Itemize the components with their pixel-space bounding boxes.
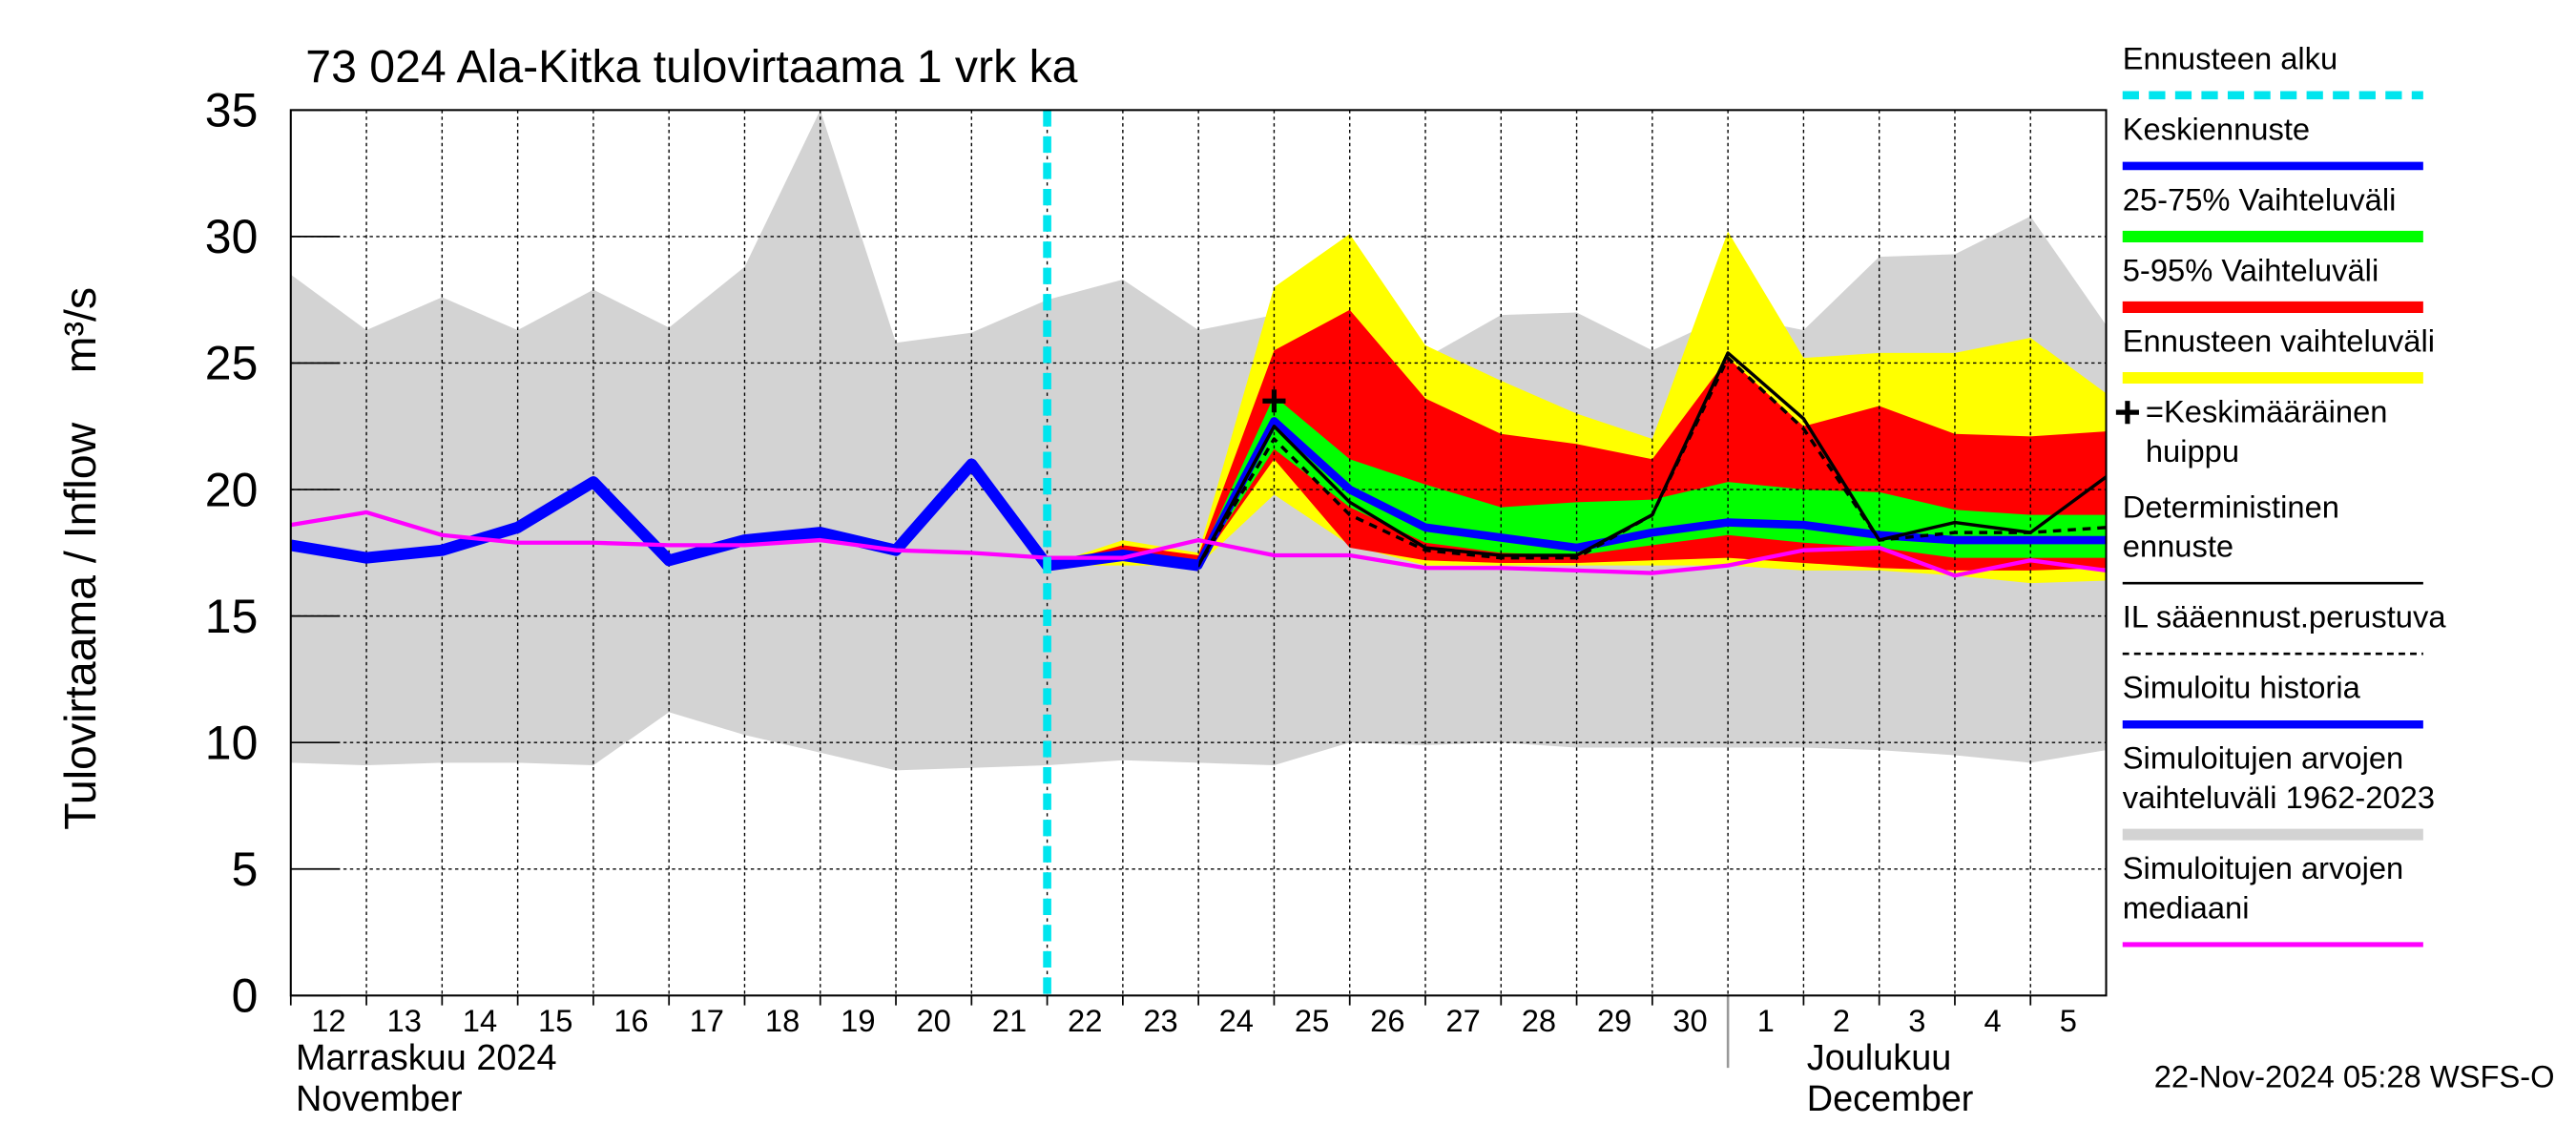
legend-line: Simuloitu historia [2123,670,2361,705]
series-line [290,510,2107,578]
legend-line: Simuloitujen arvojen [2123,740,2404,776]
legend-line: vaihteluväli 1962-2023 [2123,780,2435,815]
legend-line: Simuloitujen arvojen [2123,850,2404,885]
plot-frame [289,109,2108,997]
range-band [1047,395,2107,566]
legend-line: =Keskimääräinen [2146,393,2388,428]
x-tick-label: 12 [311,1003,345,1038]
x-tick-label: 25 [1295,1003,1329,1038]
legend-line: Keskiennuste [2123,111,2310,146]
month-label: Marraskuu 2024 [296,1038,557,1078]
legend-line: 25-75% Vaihteluväli [2123,181,2397,217]
legend-line: mediaani [2123,889,2250,925]
legend-line: Ennusteen alku [2123,40,2337,75]
y-tick-label: 30 [205,210,259,263]
month-sublabel: December [1807,1079,1974,1119]
x-tick-label: 20 [916,1003,950,1038]
legend-symbol [2115,401,2139,425]
x-tick-label: 17 [690,1003,724,1038]
legend-line: Ennusteen vaihteluväli [2123,323,2435,358]
legend-label: Ennusteen vaihteluväli [2123,323,2435,358]
legend-label: =Keskimääräinen huippu [2146,393,2388,468]
x-tick-label: 15 [538,1003,572,1038]
x-tick-label: 30 [1672,1003,1707,1038]
x-tick-label: 21 [992,1003,1027,1038]
x-tick-label: 4 [1984,1003,2002,1038]
series-line [1047,356,2107,568]
x-tick-label: 22 [1068,1003,1102,1038]
legend-label: IL sääennust.perustuva [2123,599,2447,635]
x-tick-label: 1 [1757,1003,1775,1038]
legend-label: Simuloitu historia [2123,670,2361,705]
y-tick-label: 10 [205,716,259,769]
y-axis-label: Tulovirtaama / Inflow m³/s [55,287,105,830]
legend-label: 5-95% Vaihteluväli [2123,252,2379,287]
month-label: Joulukuu [1807,1038,1952,1078]
legend-label: Keskiennuste [2123,111,2310,146]
x-tick-label: 5 [2060,1003,2077,1038]
x-tick-label: 18 [765,1003,800,1038]
legend-line: 5-95% Vaihteluväli [2123,252,2379,287]
peak-marker [1262,389,1286,413]
legend-line: Deterministinen [2123,489,2339,524]
x-tick-label: 13 [387,1003,422,1038]
y-tick-label: 35 [205,84,259,137]
y-tick-label: 20 [205,463,259,516]
y-tick-label: 15 [205,590,259,643]
x-tick-label: 16 [613,1003,648,1038]
x-tick-label: 14 [463,1003,497,1038]
legend-label: Simuloitujen arvojen mediaani [2123,850,2404,925]
x-tick-label: 23 [1143,1003,1177,1038]
x-tick-label: 19 [841,1003,875,1038]
x-tick-label: 2 [1833,1003,1850,1038]
x-tick-label: 3 [1908,1003,1925,1038]
legend-label: Simuloitujen arvojen vaihteluväli 1962-20… [2123,740,2435,815]
x-tick-label: 24 [1219,1003,1254,1038]
legend-label: 25-75% Vaihteluväli [2123,181,2397,217]
lines [290,110,2107,996]
x-tick-label: 27 [1445,1003,1480,1038]
x-tick-label: 28 [1522,1003,1556,1038]
legend: Ennusteen alku Keskiennuste 25-75% Vaihtel… [2115,40,2447,947]
footer: 22-Nov-2024 05:28 WSFS-O [2154,1059,2555,1094]
legend-label: Ennusteen alku [2123,40,2337,75]
y-tick-label: 0 [232,969,259,1023]
x-tick-label: 29 [1597,1003,1631,1038]
legend-line: huippu [2146,433,2239,468]
month-sublabel: November [296,1079,463,1119]
y-tick-label: 25 [205,337,259,390]
y-tick-label: 5 [232,843,259,896]
legend-label: Deterministinen ennuste [2123,489,2339,563]
chart-title: 73 024 Ala-Kitka tulovirtaama 1 vrk ka [305,41,1077,93]
series-line [1047,351,2107,568]
legend-line: ennuste [2123,529,2233,564]
x-tick-label: 26 [1370,1003,1404,1038]
legend-line: IL sääennust.perustuva [2123,599,2447,635]
